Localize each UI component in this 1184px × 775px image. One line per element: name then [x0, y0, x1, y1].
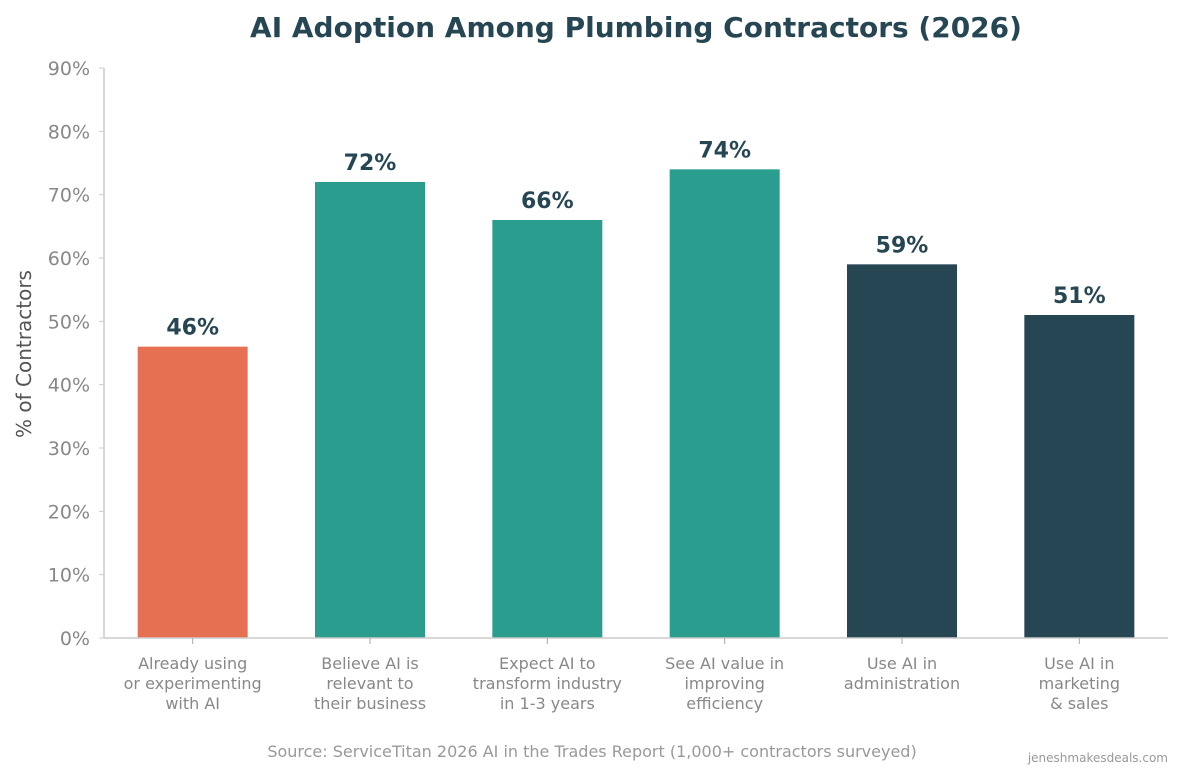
data-label: 72%	[344, 151, 397, 176]
bars: 46% 72% 66% 74% 59% 51%	[137, 138, 1135, 639]
bar	[847, 264, 957, 638]
source-note: Source: ServiceTitan 2026 AI in the Trad…	[267, 742, 916, 761]
x-tick-label: Already using or experimenting with AI	[124, 654, 262, 713]
y-tick-label: 60%	[48, 248, 90, 270]
y-tick-label: 80%	[48, 121, 90, 143]
x-tick-label: Use AI in marketing & sales	[1039, 654, 1121, 713]
x-tick-label: Use AI in administration	[844, 654, 960, 693]
bar	[137, 346, 248, 638]
y-tick-label: 20%	[48, 501, 90, 523]
bar	[492, 220, 603, 638]
y-axis: 0% 10% 20% 30% 40% 50% 60% 70% 80% 90%	[48, 58, 105, 650]
bar	[315, 182, 425, 638]
y-tick-label: 30%	[48, 438, 90, 460]
data-label: 51%	[1053, 284, 1106, 309]
y-tick-label: 90%	[48, 58, 90, 80]
data-label: 59%	[876, 233, 929, 258]
y-tick-label: 70%	[48, 185, 90, 207]
data-label: 66%	[521, 189, 574, 214]
y-tick-label: 10%	[48, 565, 90, 587]
bar	[669, 169, 780, 639]
data-label: 46%	[166, 316, 219, 341]
watermark: jeneshmakesdeals.com	[1027, 751, 1168, 765]
bar	[1024, 315, 1135, 638]
y-axis-label: % of Contractors	[12, 270, 36, 438]
y-tick-label: 40%	[48, 375, 90, 397]
y-tick-label: 50%	[48, 311, 90, 333]
x-tick-label: Believe AI is relevant to their business	[314, 654, 426, 713]
y-tick-label: 0%	[60, 628, 90, 650]
x-axis: Already using or experimenting with AI Beli…	[104, 637, 1168, 713]
x-tick-label: See AI value in improving efficiency	[665, 654, 784, 713]
chart-title: AI Adoption Among Plumbing Contractors (…	[250, 11, 1022, 44]
data-label: 74%	[698, 138, 751, 163]
x-tick-label: Expect AI to transform industry in 1-3 yea…	[473, 654, 622, 713]
